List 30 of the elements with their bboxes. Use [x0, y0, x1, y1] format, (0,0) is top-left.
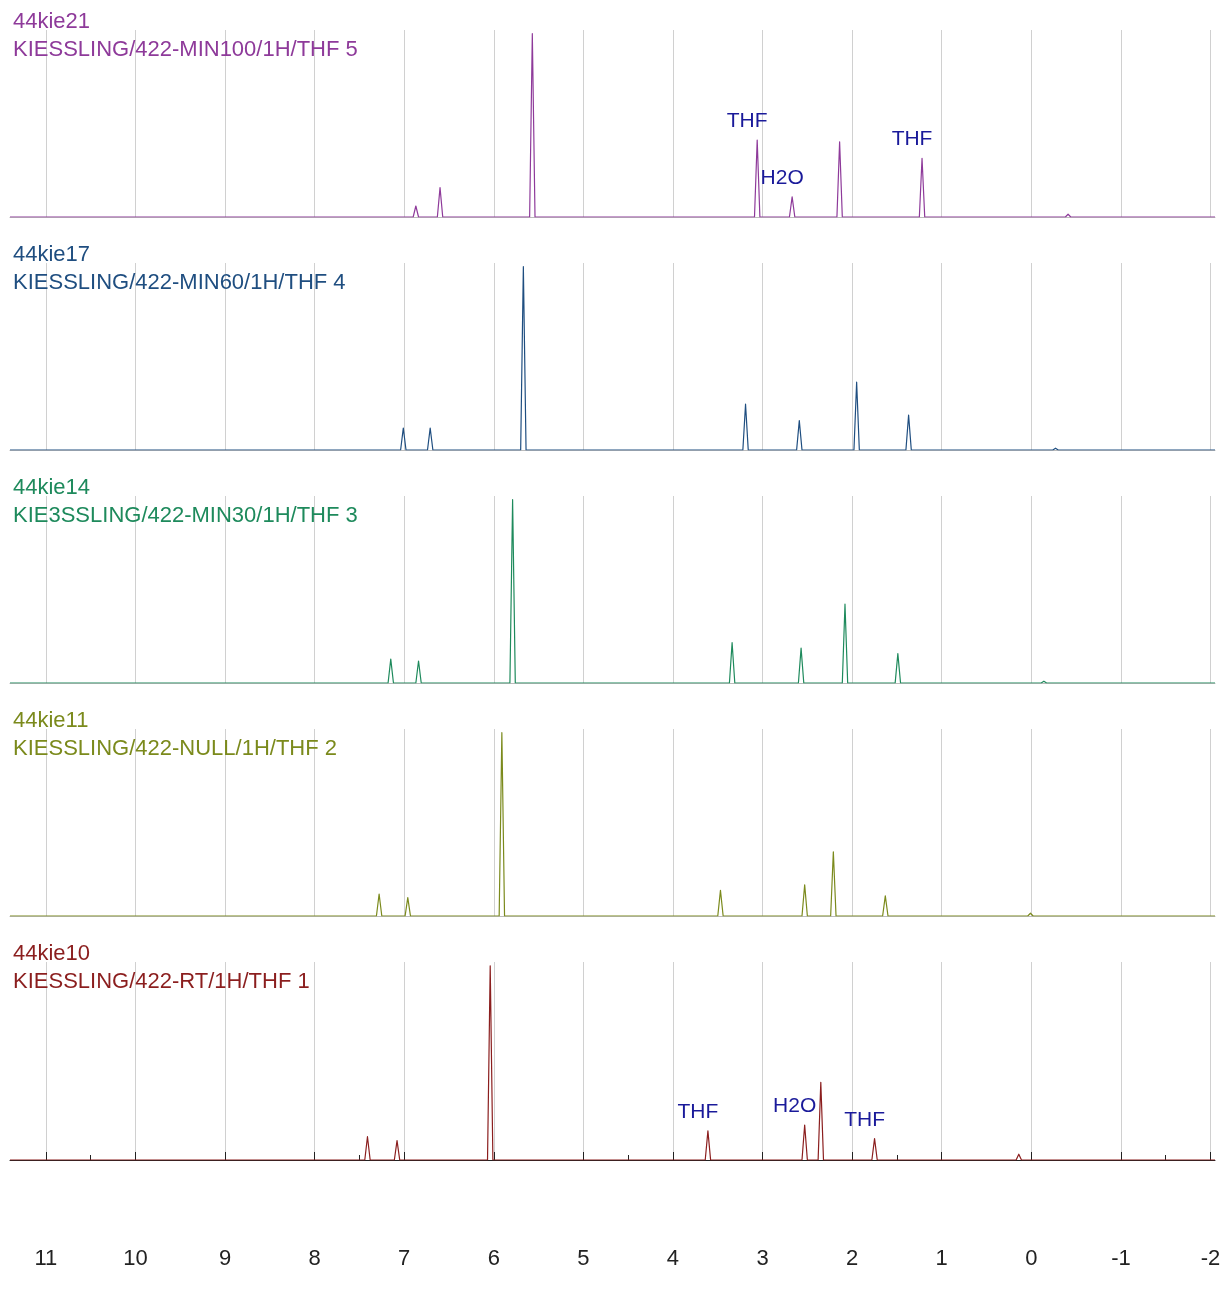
annotation: THF	[677, 1098, 719, 1122]
x-tick-label: -2	[1200, 1244, 1221, 1270]
x-tick-label: 3	[756, 1244, 769, 1270]
annotation: H2O	[773, 1093, 817, 1117]
x-tick-label: 11	[34, 1244, 58, 1270]
annotation: THF	[891, 126, 933, 150]
chart-subtitle: KIE3SSLING/422-MIN30/1H/THF 3	[13, 501, 358, 527]
chart-title: 44kie10	[13, 939, 91, 965]
annotation: THF	[844, 1106, 885, 1130]
chart-subtitle: KIESSLING/422-MIN100/1H/THF 5	[13, 35, 358, 61]
annotation: H2O	[760, 164, 804, 188]
x-tick-label: 9	[218, 1244, 232, 1270]
x-tick-label: 1	[935, 1244, 948, 1270]
chart-title: 44kie17	[13, 240, 91, 266]
x-tick-label: 7	[398, 1244, 411, 1270]
chart-title: 44kie21	[13, 7, 91, 33]
x-tick-label: -1	[1111, 1244, 1131, 1270]
chart-subtitle: KIESSLING/422-RT/1H/THF 1	[13, 967, 310, 993]
x-tick-label: 8	[308, 1244, 321, 1270]
chart-subtitle: KIESSLING/422-MIN60/1H/THF 4	[13, 268, 346, 294]
x-tick-label: 2	[846, 1244, 859, 1270]
x-tick-label: 0	[1025, 1244, 1038, 1270]
chart-title: 44kie11	[13, 706, 89, 732]
x-tick-label: 5	[577, 1244, 590, 1270]
annotation: THF	[726, 108, 768, 131]
x-tick-label: 4	[666, 1244, 680, 1270]
chart-title: 44kie14	[13, 473, 91, 499]
x-tick-label: 6	[487, 1244, 500, 1270]
chart-subtitle: KIESSLING/422-NULL/1H/THF 2	[13, 734, 338, 760]
x-tick-label: 10	[123, 1244, 148, 1270]
